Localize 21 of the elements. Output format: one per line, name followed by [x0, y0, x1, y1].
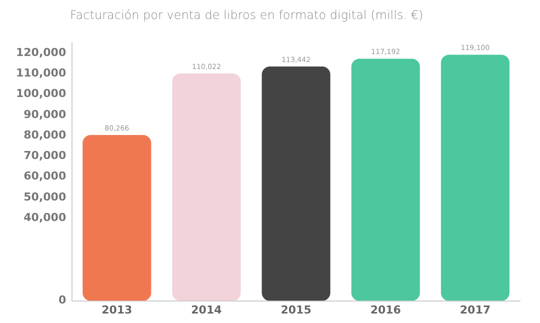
- y-tick-label: 70,000: [24, 149, 66, 162]
- y-tick-label: 100,000: [16, 87, 66, 100]
- x-tick-label: 2015: [280, 303, 312, 316]
- bar: [172, 74, 241, 301]
- bar: [262, 66, 330, 301]
- x-tick-label: 2016: [370, 303, 402, 316]
- x-tick-label: 2013: [102, 303, 132, 316]
- bar: [351, 58, 420, 301]
- y-tick-label: 110,000: [16, 66, 66, 80]
- bar: [440, 54, 510, 301]
- y-tick-label: 40,000: [24, 211, 66, 224]
- y-tick-label: 0: [58, 294, 66, 307]
- x-tick-label: 2017: [460, 303, 491, 316]
- x-tick-label: 2014: [191, 303, 222, 316]
- y-tick-label: 60,000: [24, 170, 66, 183]
- y-tick-label: 80,000: [24, 128, 66, 142]
- y-tick-label: 50,000: [24, 190, 66, 204]
- y-tick-label: 120,000: [16, 46, 66, 59]
- y-tick-label: 90,000: [24, 108, 66, 121]
- chart-title: Facturación por venta de libros en formato digital (mills. €): [70, 8, 424, 22]
- bar: [82, 135, 152, 301]
